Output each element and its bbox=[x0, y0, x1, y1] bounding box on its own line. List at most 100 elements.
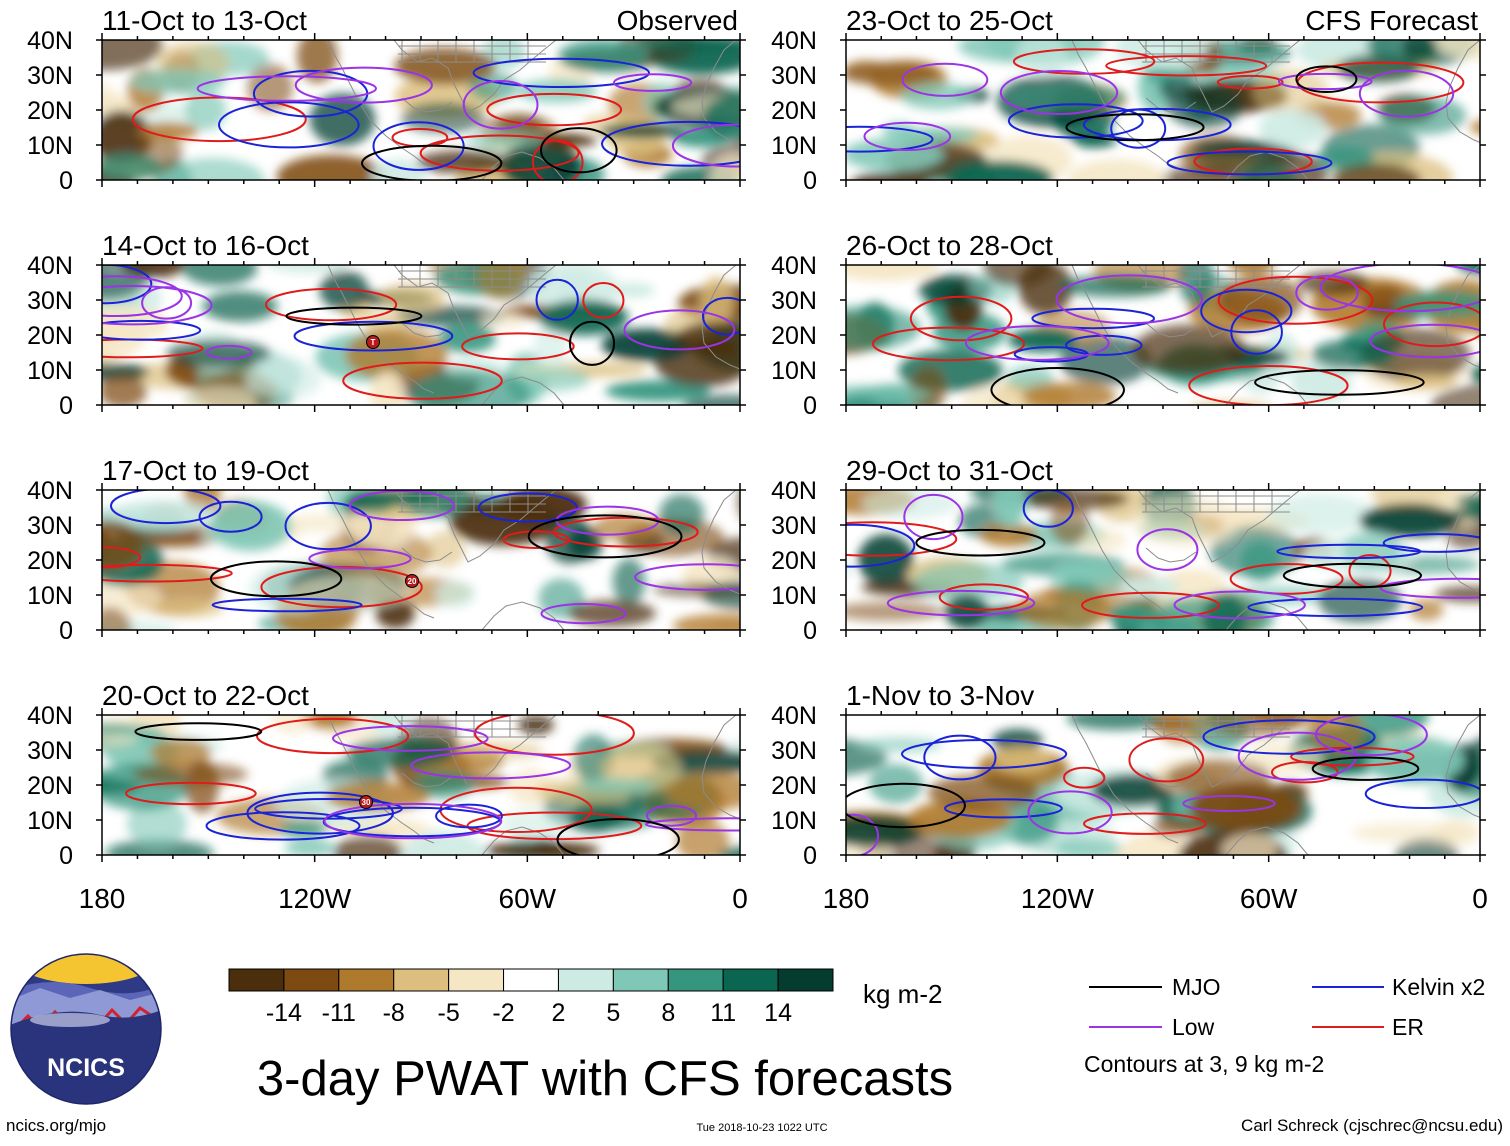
lon-tick-label: 60W bbox=[499, 883, 557, 914]
lat-tick-label: 30N bbox=[771, 737, 817, 765]
lat-tick-label: 10N bbox=[27, 807, 73, 835]
panel-6: 29-Oct to 31-Oct 40N 30N 20N 10N 0 bbox=[771, 455, 1510, 658]
footer-credit: Carl Schreck (cjschrec@ncsu.edu) bbox=[1241, 1116, 1503, 1135]
lat-tick-label: 0 bbox=[59, 392, 73, 420]
pwat-field bbox=[785, 17, 1510, 205]
lat-tick-label: 0 bbox=[803, 617, 817, 645]
colorbar-tick-label: -11 bbox=[322, 999, 356, 1027]
lon-tick-label: 0 bbox=[1472, 883, 1488, 914]
panel-date-range: 14-Oct to 16-Oct bbox=[102, 230, 309, 261]
lat-tick-label: 20N bbox=[771, 97, 817, 125]
lat-tick-label: 20N bbox=[27, 322, 73, 350]
lon-tick-label: 180 bbox=[79, 883, 126, 914]
storm-marker: 30 bbox=[360, 796, 373, 809]
lat-tick-label: 20N bbox=[771, 322, 817, 350]
lat-tick-label: 0 bbox=[59, 617, 73, 645]
lon-tick-label: 120W bbox=[278, 883, 352, 914]
lat-tick-label: 30N bbox=[27, 62, 73, 90]
lat-tick-label: 10N bbox=[27, 357, 73, 385]
footer-url: ncics.org/mjo bbox=[6, 1116, 106, 1135]
lon-tick-label: 120W bbox=[1021, 883, 1095, 914]
ncics-logo: NCICS bbox=[10, 932, 162, 1105]
panel-source-tag: Observed bbox=[617, 5, 738, 36]
colorbar-tick-label: -14 bbox=[266, 999, 302, 1027]
colorbar-box bbox=[339, 969, 394, 991]
lat-tick-label: 30N bbox=[27, 512, 73, 540]
panel-1: 11-Oct to 13-Oct Observed 40N 30N 20N 10N 0 bbox=[27, 5, 811, 209]
colorbar-box bbox=[504, 969, 559, 991]
panel-date-range: 26-Oct to 28-Oct bbox=[846, 230, 1053, 261]
lat-tick-label: 0 bbox=[59, 167, 73, 195]
panel-date-range: 1-Nov to 3-Nov bbox=[846, 680, 1034, 711]
lat-tick-label: 20N bbox=[27, 772, 73, 800]
logo-text: NCICS bbox=[47, 1054, 125, 1082]
lat-tick-label: 20N bbox=[27, 97, 73, 125]
colorbar-box bbox=[449, 969, 504, 991]
legend-label-mjo: MJO bbox=[1172, 974, 1221, 1000]
panel-date-range: 20-Oct to 22-Oct bbox=[102, 680, 309, 711]
contour-note: Contours at 3, 9 kg m-2 bbox=[1084, 1051, 1324, 1077]
svg-text:T: T bbox=[371, 338, 376, 347]
figure-title: 3-day PWAT with CFS forecasts bbox=[257, 1052, 953, 1106]
legend-label-er: ER bbox=[1392, 1014, 1424, 1040]
lat-tick-label: 10N bbox=[771, 582, 817, 610]
colorbar-box bbox=[284, 969, 339, 991]
lat-tick-label: 40N bbox=[27, 702, 73, 730]
lat-tick-label: 10N bbox=[771, 807, 817, 835]
lat-tick-label: 40N bbox=[771, 27, 817, 55]
lat-tick-label: 40N bbox=[27, 477, 73, 505]
lat-tick-label: 0 bbox=[803, 392, 817, 420]
colorbar-box bbox=[613, 969, 668, 991]
lat-tick-label: 10N bbox=[771, 357, 817, 385]
lat-tick-label: 10N bbox=[771, 132, 817, 160]
colorbar-box bbox=[778, 969, 833, 991]
colorbar-tick-label: 2 bbox=[551, 999, 565, 1027]
colorbar-box bbox=[394, 969, 449, 991]
panel-source-tag: CFS Forecast bbox=[1305, 5, 1478, 36]
panel-date-range: 11-Oct to 13-Oct bbox=[102, 5, 307, 36]
colorbar-tick-label: -8 bbox=[383, 999, 405, 1027]
lat-tick-label: 0 bbox=[803, 842, 817, 870]
colorbar-tick-label: -2 bbox=[492, 999, 514, 1027]
panel-7: 20-Oct to 22-Oct 40N 30N 20N 10N 0 bbox=[27, 680, 820, 884]
lon-tick-label: 180 bbox=[823, 883, 870, 914]
svg-text:30: 30 bbox=[362, 798, 371, 807]
legend-label-kelvin: Kelvin x2 bbox=[1392, 974, 1485, 1000]
lat-tick-label: 20N bbox=[771, 547, 817, 575]
lat-tick-label: 30N bbox=[771, 62, 817, 90]
lat-tick-label: 40N bbox=[771, 252, 817, 280]
panel-date-range: 29-Oct to 31-Oct bbox=[846, 455, 1053, 486]
panel-4: 26-Oct to 28-Oct 40N 30N 20N 10N 0 bbox=[771, 230, 1510, 429]
lat-tick-label: 40N bbox=[27, 252, 73, 280]
storm-marker: T bbox=[367, 336, 380, 349]
lat-tick-label: 10N bbox=[27, 582, 73, 610]
lat-tick-label: 40N bbox=[771, 477, 817, 505]
legend-label-low: Low bbox=[1172, 1014, 1215, 1040]
panel-3: 14-Oct to 16-Oct 40N 30N 20N 10N 0 bbox=[27, 230, 780, 420]
colorbar-tick-label: 5 bbox=[606, 999, 620, 1027]
lat-tick-label: 40N bbox=[27, 27, 73, 55]
panel-date-range: 17-Oct to 19-Oct bbox=[102, 455, 309, 486]
lat-tick-label: 40N bbox=[771, 702, 817, 730]
lat-tick-label: 20N bbox=[27, 547, 73, 575]
lat-tick-label: 10N bbox=[27, 132, 73, 160]
lat-tick-label: 30N bbox=[27, 287, 73, 315]
colorbar-tick-label: 11 bbox=[710, 999, 736, 1027]
colorbar-tick-label: 14 bbox=[764, 999, 792, 1027]
svg-text:20: 20 bbox=[408, 577, 417, 586]
colorbar-units: kg m-2 bbox=[863, 979, 942, 1009]
lon-tick-label: 0 bbox=[732, 883, 748, 914]
contour-legend: MJO Kelvin x2 Low ER Contours at 3, 9 kg… bbox=[1084, 974, 1485, 1077]
lat-tick-label: 30N bbox=[27, 737, 73, 765]
storm-marker: 20 bbox=[406, 575, 419, 588]
lat-tick-label: 30N bbox=[771, 512, 817, 540]
lat-tick-label: 30N bbox=[771, 287, 817, 315]
panel-5: 17-Oct to 19-Oct 40N 30N 20N 10N 0 bbox=[27, 455, 811, 653]
colorbar-box bbox=[668, 969, 723, 991]
colorbar-box bbox=[558, 969, 613, 991]
pwat-field bbox=[766, 693, 1510, 885]
